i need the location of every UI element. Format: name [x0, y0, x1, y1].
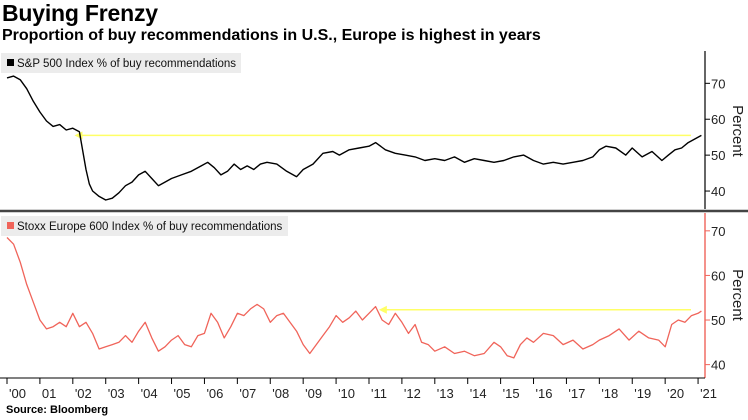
stoxx-y-tick-label: 40: [711, 358, 725, 373]
stoxx-y-tick-label: 60: [711, 268, 725, 283]
sp500-y-tick-label: 60: [711, 112, 725, 127]
sp500-panel: S&P 500 Index % of buy recommendations 4…: [0, 51, 746, 209]
x-tick-label: '17: [568, 386, 585, 401]
x-tick-label: '11: [371, 386, 387, 401]
x-axis: '00 01 '02 '03 '04 '05 '06 '07 '08 '09 '10 '11 '12 '1…: [0, 377, 717, 401]
x-tick-label: '09: [305, 386, 322, 401]
x-tick-label: '05: [174, 386, 191, 401]
sp500-y-tick-label: 40: [711, 184, 725, 199]
x-tick-label: '03: [108, 386, 125, 401]
sp500-legend: S&P 500 Index % of buy recommendations: [1, 53, 241, 73]
x-tick-label: '06: [206, 386, 223, 401]
x-tick-label: '19: [634, 386, 651, 401]
sp500-legend-box: [1, 53, 241, 73]
stoxx-y-tick-label: 50: [711, 313, 725, 328]
x-tick-label: '13: [437, 386, 454, 401]
x-tick-label: '00: [9, 386, 26, 401]
chart-title: Buying Frenzy: [2, 0, 158, 26]
x-tick-label: '02: [75, 386, 92, 401]
sp500-plot-area: [0, 51, 705, 209]
source-note: Source: Bloomberg: [6, 404, 109, 416]
sp500-legend-swatch: [7, 59, 14, 66]
stoxx-legend: Stoxx Europe 600 Index % of buy recommen…: [1, 216, 288, 236]
x-tick-label: '10: [338, 386, 355, 401]
x-tick-label: '15: [503, 386, 520, 401]
x-tick-label: '20: [667, 386, 684, 401]
x-tick-label: '21: [700, 386, 717, 401]
sp500-legend-label: S&P 500 Index % of buy recommendations: [17, 58, 236, 70]
chart-subtitle: Proportion of buy recommendations in U.S…: [2, 27, 541, 44]
sp500-y-tick-label: 70: [711, 76, 725, 91]
sp500-series-line: [6, 75, 702, 201]
sp500-y-axis-label: Percent: [729, 105, 746, 158]
x-tick-label: '12: [404, 386, 421, 401]
stoxx-arrow-head: [378, 305, 387, 314]
stoxx-panel: Stoxx Europe 600 Index % of buy recommen…: [1, 213, 746, 378]
x-tick-label: '16: [536, 386, 553, 401]
sp500-y-tick-label: 50: [711, 148, 725, 163]
stoxx-y-tick-label: 70: [711, 224, 725, 239]
x-tick-label: 01: [42, 386, 56, 401]
x-tick-label: '07: [239, 386, 256, 401]
stoxx-legend-swatch: [7, 222, 14, 229]
x-tick-label: '14: [470, 386, 487, 401]
x-tick-label: '18: [601, 386, 618, 401]
stoxx-y-axis-label: Percent: [729, 269, 746, 322]
stoxx-legend-label: Stoxx Europe 600 Index % of buy recommen…: [17, 221, 283, 233]
stoxx-series-line: [6, 237, 702, 359]
x-tick-label: '04: [141, 386, 158, 401]
stoxx-legend-box: [1, 216, 288, 236]
x-tick-label: '08: [272, 386, 289, 401]
